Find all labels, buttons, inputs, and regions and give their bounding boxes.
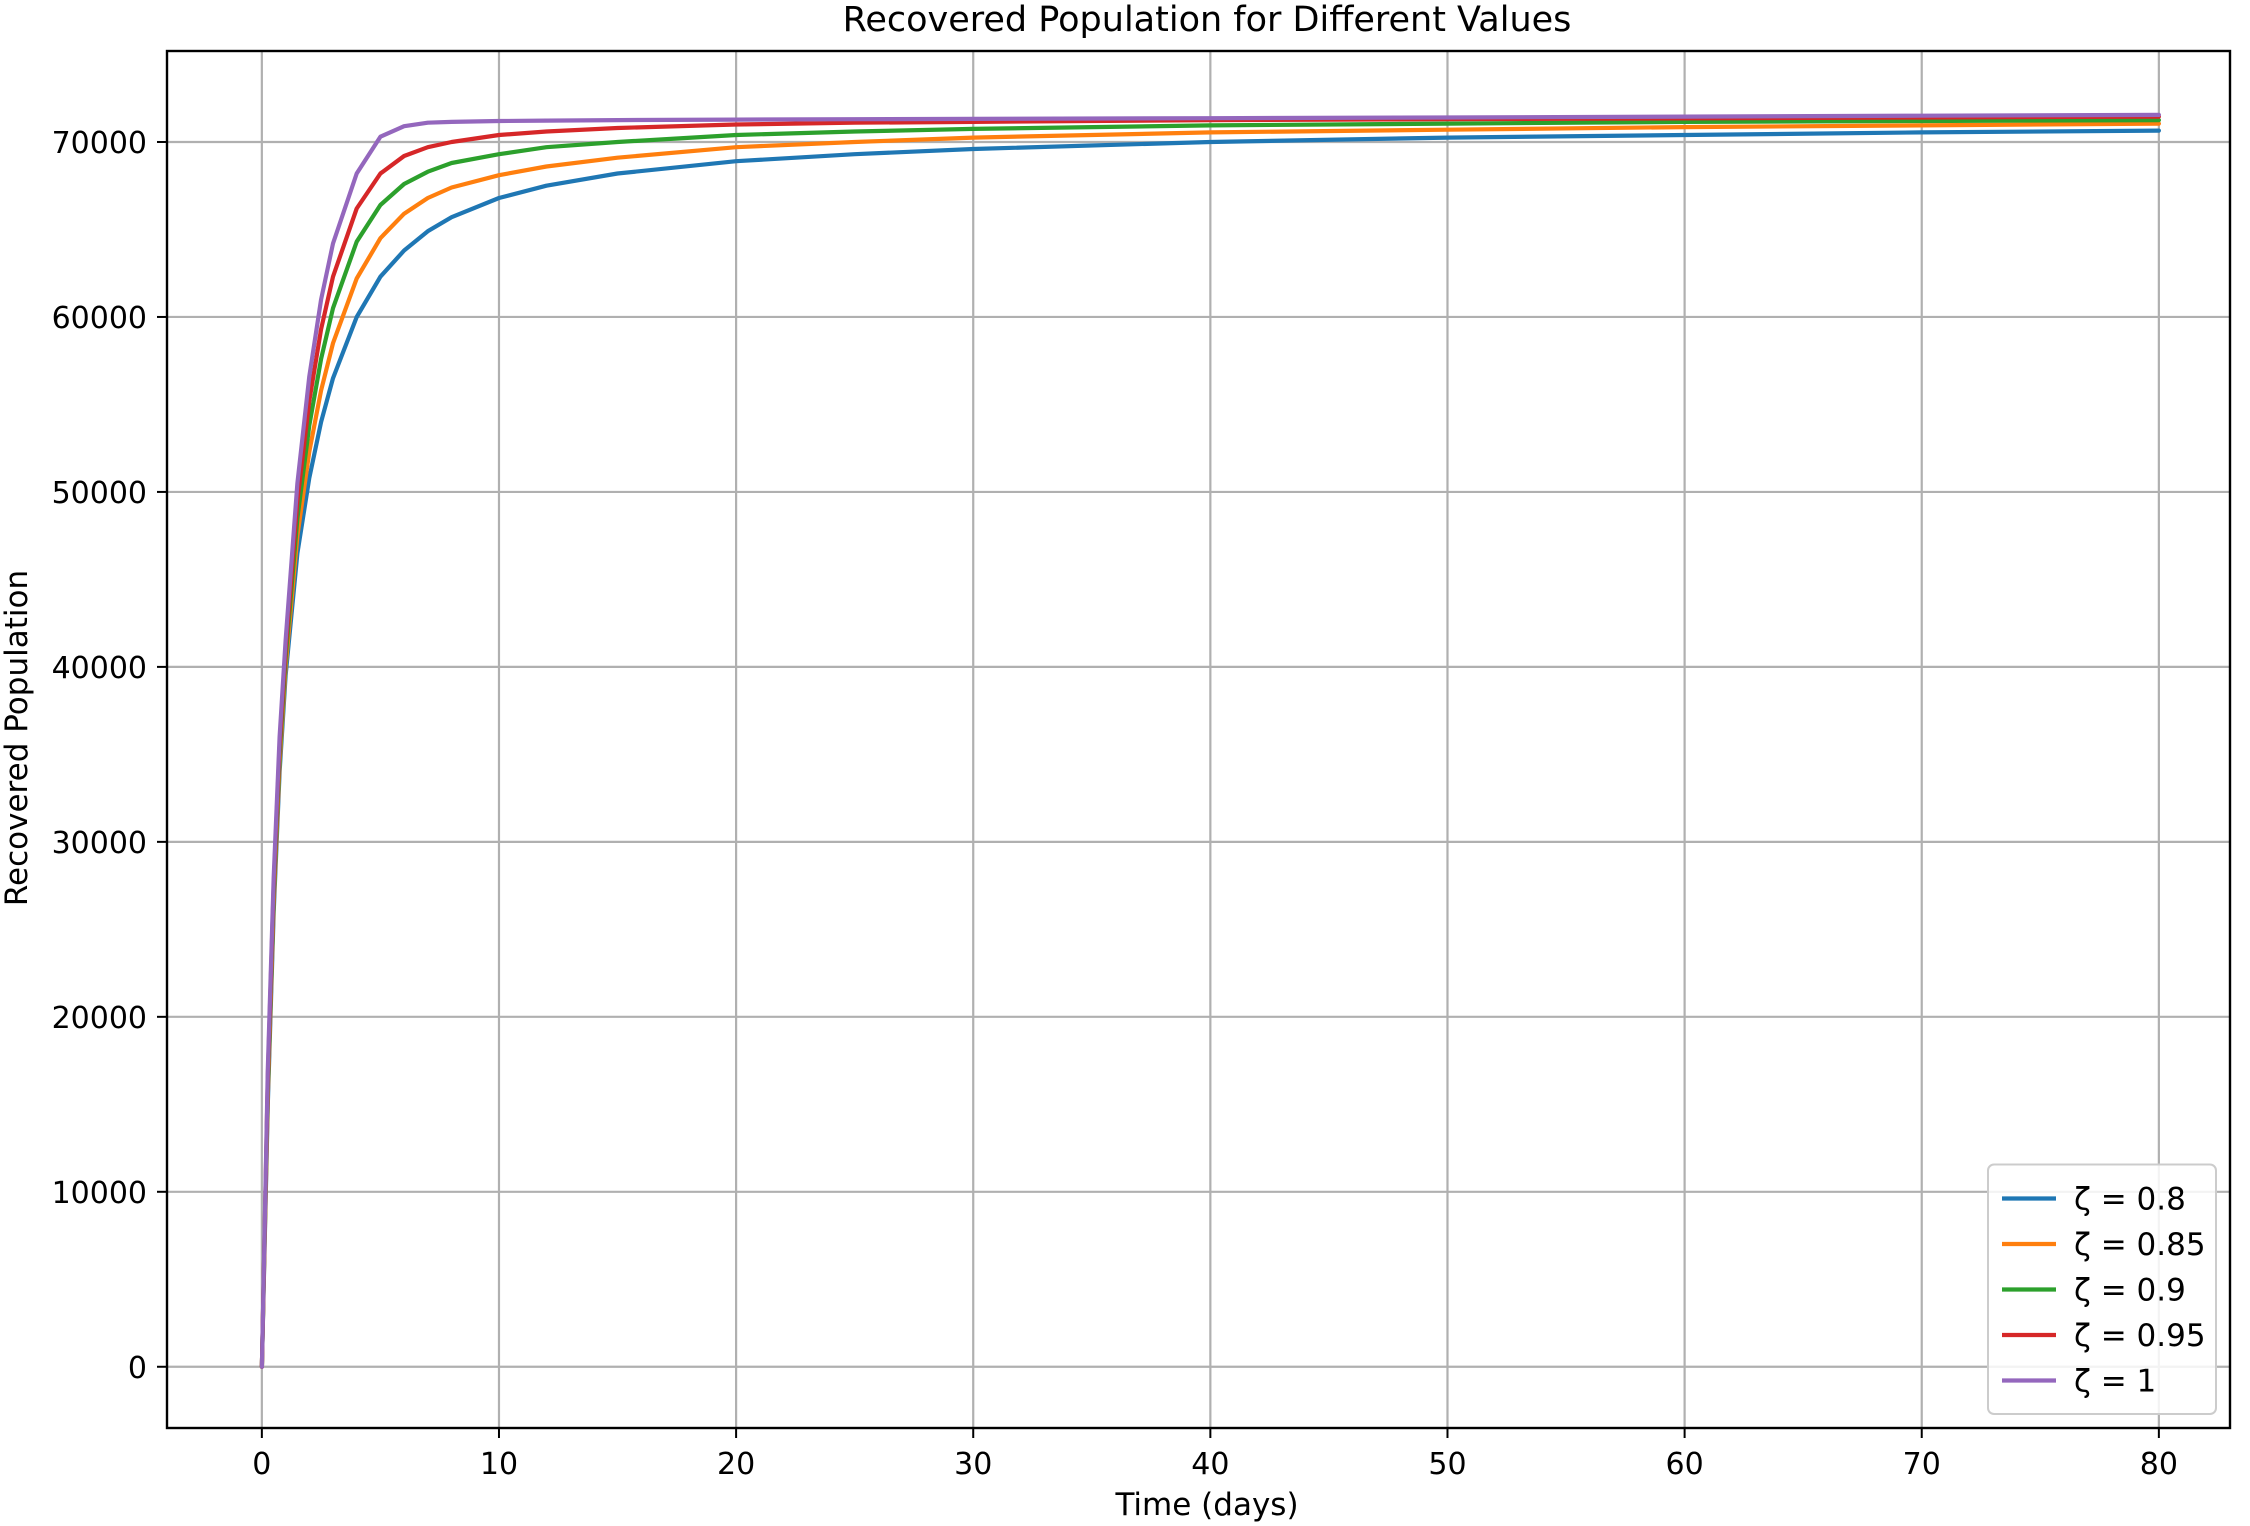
legend-label: ζ = 0.9 <box>2074 1273 2186 1309</box>
x-axis-title: Time (days) <box>1114 1487 1298 1523</box>
legend: ζ = 0.8 ζ = 0.85 ζ = 0.9 ζ = 0.95 ζ = 1 <box>1987 1163 2217 1415</box>
x-tick-label: 10 <box>480 1447 518 1482</box>
y-tick-label: 50000 <box>52 476 147 511</box>
y-tick-label: 60000 <box>52 301 147 336</box>
x-tick-label: 20 <box>717 1447 755 1482</box>
chart-title: Recovered Population for Different Value… <box>843 0 1572 40</box>
legend-label: ζ = 0.85 <box>2074 1227 2206 1263</box>
grid-lines <box>167 51 2230 1428</box>
x-tick-label: 50 <box>1428 1447 1466 1482</box>
y-tick-label: 0 <box>128 1351 147 1386</box>
x-tick-label: 0 <box>252 1447 271 1482</box>
legend-box <box>1987 1163 2217 1415</box>
axis-ticks: 0 10 20 30 40 50 60 70 80 0 10000 20000 30000 40000 50… <box>52 126 2178 1482</box>
y-tick-label: 40000 <box>52 651 147 686</box>
legend-label: ζ = 1 <box>2074 1364 2156 1400</box>
series-lines <box>259 112 2161 1369</box>
legend-label: ζ = 0.95 <box>2074 1318 2206 1354</box>
plot-frame <box>165 49 2232 1430</box>
x-tick-label: 60 <box>1666 1447 1704 1482</box>
y-axis-title: Recovered Population <box>0 570 35 906</box>
x-tick-label: 80 <box>2140 1447 2178 1482</box>
x-tick-label: 30 <box>954 1447 992 1482</box>
y-tick-label: 10000 <box>52 1176 147 1211</box>
legend-label: ζ = 0.8 <box>2074 1182 2186 1218</box>
x-tick-label: 40 <box>1191 1447 1229 1482</box>
series-line-5 <box>259 112 2161 1369</box>
y-tick-label: 20000 <box>52 1001 147 1036</box>
x-tick-label: 70 <box>1903 1447 1941 1482</box>
y-tick-label: 70000 <box>52 126 147 161</box>
y-tick-label: 30000 <box>52 826 147 861</box>
